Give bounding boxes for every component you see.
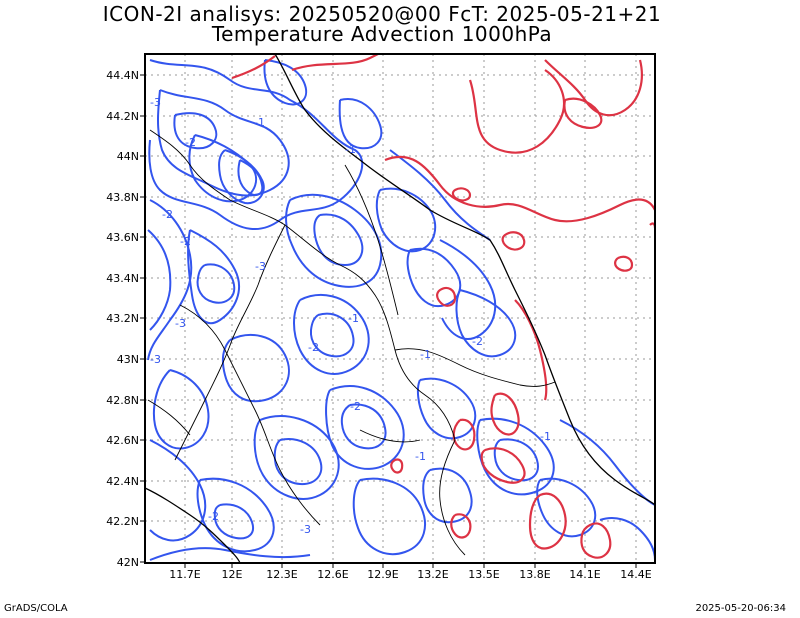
lon-label: 13.2E: [417, 568, 448, 581]
lat-label: 42.6N: [106, 434, 139, 447]
plot-frame: [144, 53, 656, 564]
contour-label: -2: [185, 136, 196, 149]
contour-label: -1: [415, 450, 426, 463]
lat-label: 44N: [117, 150, 139, 163]
contour-label: -3: [255, 260, 266, 273]
coastline: [145, 54, 655, 563]
lon-label: 12.3E: [266, 568, 297, 581]
lat-label: 42.4N: [106, 475, 139, 488]
lon-label: 12E: [222, 568, 243, 581]
lat-label: 43.4N: [106, 272, 139, 285]
lat-label: 43.8N: [106, 191, 139, 204]
tick-marks: [140, 74, 637, 568]
lat-label: 44.2N: [106, 110, 139, 123]
lon-label: 13.8E: [519, 568, 550, 581]
footer-timestamp: 2025-05-20-06:34: [695, 603, 786, 614]
contour-label: -2: [162, 208, 173, 221]
contour-label: -1: [345, 143, 356, 156]
contour-label: -1: [254, 116, 265, 129]
contour-label: -1: [420, 348, 431, 361]
contour-label: -2: [180, 235, 191, 248]
lon-label: 13.5E: [468, 568, 499, 581]
gridlines: [145, 54, 655, 563]
lat-label: 42N: [117, 556, 139, 569]
contour-label: -2: [350, 400, 361, 413]
lat-label: 42.2N: [106, 515, 139, 528]
lon-label: 12.6E: [317, 568, 348, 581]
region-boundaries: [147, 129, 556, 556]
map-plot-area: -3 -2 -1 -2 -3 -2 -1 -2 -3 -1 -2 -3 -1 -…: [145, 54, 655, 563]
footer-software-label: GrADS/COLA: [4, 603, 68, 614]
lon-label: 11.7E: [169, 568, 200, 581]
contour-label: -3: [175, 317, 186, 330]
lon-label: 12.9E: [367, 568, 398, 581]
contour-label: -1: [540, 430, 551, 443]
contour-label: -3: [150, 353, 161, 366]
contour-labels: -3 -2 -1 -2 -3 -2 -1 -2 -3 -1 -2 -3 -1 -…: [150, 96, 551, 536]
lat-label: 43.2N: [106, 312, 139, 325]
lat-label: 44.4N: [106, 69, 139, 82]
positive-advection-contours: [231, 54, 655, 559]
contour-label: -2: [472, 335, 483, 348]
lon-label: 14.4E: [620, 568, 651, 581]
lat-label: 43.6N: [106, 231, 139, 244]
latitude-labels: 44.4N 44.2N 44N 43.8N 43.6N 43.4N 43.2N …: [106, 69, 139, 569]
lat-label: 42.8N: [106, 394, 139, 407]
chart-subtitle: Temperature Advection 1000hPa: [211, 22, 553, 46]
chart-title: ICON-2I analisys: 20250520@00 FcT: 2025-…: [102, 2, 662, 26]
negative-advection-contours: [147, 59, 655, 561]
contour-label: -3: [150, 96, 161, 109]
contour-label: -2: [208, 510, 219, 523]
longitude-labels: 11.7E 12E 12.3E 12.6E 12.9E 13.2E 13.5E …: [169, 568, 651, 581]
contour-label: -1: [348, 312, 359, 325]
contour-label: -3: [300, 523, 311, 536]
contour-label: -2: [308, 341, 319, 354]
lon-label: 14.1E: [569, 568, 600, 581]
lat-label: 43N: [117, 353, 139, 366]
